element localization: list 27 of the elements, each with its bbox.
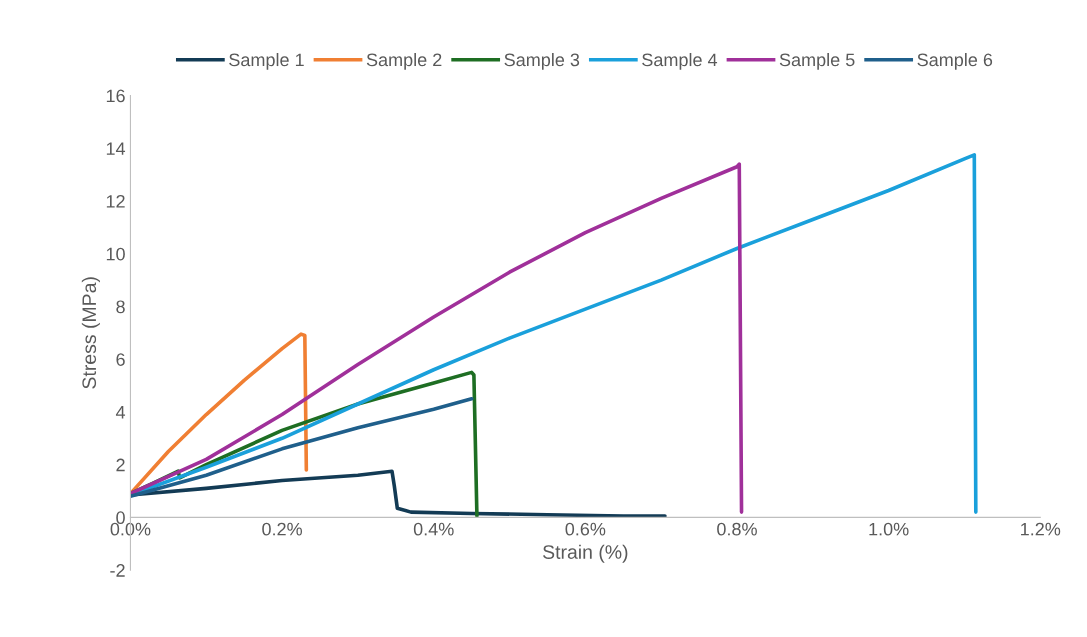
legend-label: Sample 6 xyxy=(917,52,993,70)
y-tick-label: 16 xyxy=(106,89,125,103)
y-axis-title: Stress (MPa) xyxy=(81,277,100,389)
x-axis-title: Strain (%) xyxy=(543,544,628,563)
legend-label: Sample 2 xyxy=(366,52,442,70)
y-tick-label: 4 xyxy=(115,406,126,419)
x-tick-label: 0.8% xyxy=(717,522,757,536)
y-tick-label: 14 xyxy=(106,142,126,155)
line-series xyxy=(130,396,474,499)
x-tick-label: 0.2% xyxy=(262,522,303,536)
line-series xyxy=(130,162,744,514)
x-tick-label: 0.4% xyxy=(413,522,454,536)
y-tick-label: 10 xyxy=(106,247,125,261)
y-tick-label: 2 xyxy=(116,458,125,472)
y-tick-label: -2 xyxy=(110,564,125,577)
x-tick-label: 0.6% xyxy=(565,522,606,536)
legend-label: Sample 1 xyxy=(229,52,304,70)
legend-label: Sample 3 xyxy=(504,52,580,70)
y-tick-label: 6 xyxy=(116,353,125,366)
y-tick-label: 8 xyxy=(116,300,125,314)
legend-label: Sample 4 xyxy=(642,52,718,70)
legend-label: Sample 5 xyxy=(779,52,855,70)
y-tick-label: 12 xyxy=(106,194,125,208)
x-tick-label: 1.0% xyxy=(869,522,909,536)
x-tick-label: 0.0% xyxy=(110,522,151,536)
y-tick-label: 0 xyxy=(116,511,125,525)
x-tick-label: 1.2% xyxy=(1021,522,1061,536)
